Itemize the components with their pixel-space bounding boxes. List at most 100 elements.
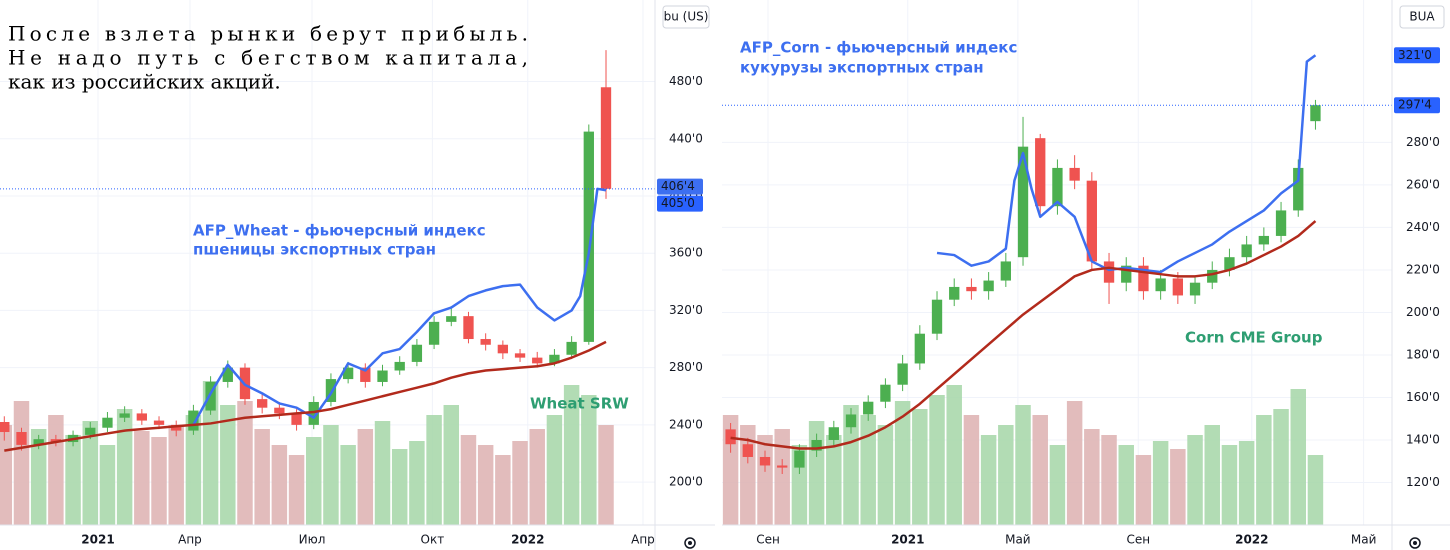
candle-body: [171, 424, 182, 431]
volume-bar: [980, 435, 997, 525]
y-tick-label: 160'0: [1406, 390, 1440, 404]
candle-body: [291, 413, 302, 425]
candle-body: [777, 465, 788, 468]
volume-bar: [512, 441, 528, 525]
volume-bar: [443, 405, 460, 525]
volume-bar: [546, 415, 563, 525]
y-tick-label: 360'0: [669, 246, 703, 260]
candle-body: [274, 407, 285, 414]
note-text: После взлета рынки берут прибыль.: [8, 22, 528, 46]
price-label-box: [657, 178, 703, 195]
candle-body: [742, 444, 753, 457]
candle-body: [1086, 180, 1097, 262]
volume-bar: [82, 421, 98, 525]
candle-body: [188, 410, 199, 431]
y-tick-label: 120'0: [1406, 475, 1440, 489]
volume-bar: [1118, 445, 1134, 525]
volume-bar: [843, 405, 859, 525]
candle-body: [377, 370, 388, 382]
gear-icon[interactable]: [1409, 537, 1421, 549]
volume-bar: [774, 429, 790, 525]
plot: [722, 54, 1324, 525]
y-tick-label: 240'0: [669, 417, 703, 431]
volume-bar: [946, 385, 962, 525]
volume-bar: [1101, 435, 1117, 525]
candle-body: [1155, 278, 1166, 292]
volume-bar: [151, 437, 167, 525]
candle-body: [1258, 235, 1270, 245]
candle-body: [931, 299, 943, 334]
candle-body: [136, 413, 147, 421]
plot: [0, 50, 614, 525]
volume-bar: [220, 405, 236, 525]
x-tick-label: Май: [1351, 533, 1377, 547]
volume-bar: [1238, 441, 1255, 525]
candle-body: [1241, 244, 1252, 258]
volume-bar: [460, 435, 477, 525]
candle-body: [1138, 265, 1149, 292]
annotation: Corn CME Group: [1185, 329, 1323, 347]
candle-body: [85, 427, 96, 435]
volume-bar: [1152, 441, 1169, 525]
y-tick-label: 200'0: [669, 475, 703, 489]
unit-label: BUA: [1409, 10, 1435, 24]
candle-body: [1069, 167, 1080, 181]
candle-body: [759, 456, 771, 466]
volume-bar: [477, 445, 494, 525]
line-series: [730, 220, 1317, 450]
volume-bar: [1135, 455, 1152, 525]
candle-body: [1172, 278, 1184, 296]
volume-bar: [13, 401, 30, 525]
candle-body: [257, 399, 268, 408]
unit-label: bu (US): [664, 10, 709, 24]
volume-bar: [391, 449, 408, 525]
candle-body: [205, 381, 216, 411]
annotation: AFP_Corn - фьючерсный индекс: [740, 39, 1017, 57]
candle-body: [1293, 167, 1304, 211]
candle-body: [308, 401, 319, 425]
x-tick-label: Июл: [299, 533, 326, 547]
candle-body: [33, 439, 44, 445]
chart-panel: 120'0 140'0 160'0 180'0 200'0 220'0 240'0 260'0…: [722, 0, 1450, 550]
candle-body: [1035, 138, 1046, 207]
volume-bar: [1273, 409, 1289, 525]
candle-body: [102, 417, 113, 428]
volume-bar: [877, 425, 894, 525]
candle-body: [463, 316, 474, 340]
volume-bar: [185, 415, 202, 525]
candle-body: [566, 341, 577, 355]
volume-bar: [495, 455, 511, 525]
volume-bar: [1170, 449, 1186, 525]
candle-body: [897, 363, 908, 385]
candle-body: [394, 361, 405, 371]
candle-body: [863, 401, 874, 415]
line-series: [4, 340, 607, 452]
volume-bar: [826, 435, 842, 525]
candle-body: [949, 286, 960, 300]
candle-body: [497, 344, 509, 354]
annotation: пшеницы экспортных стран: [193, 241, 436, 259]
candle-body: [811, 439, 822, 451]
candle-body: [153, 420, 165, 425]
candle-body: [794, 450, 805, 468]
volume-bar: [529, 429, 545, 525]
candle-body: [480, 339, 491, 345]
y-tick-label: 480'0: [669, 74, 703, 88]
candle-body: [914, 333, 925, 364]
volume-bar: [357, 429, 374, 525]
volume-bar: [1307, 455, 1324, 525]
gear-icon[interactable]: [684, 537, 696, 549]
volume-bar: [116, 409, 133, 525]
volume-bar: [757, 435, 773, 525]
candle-body: [411, 344, 423, 362]
unit-box: [662, 5, 710, 29]
volume-bar: [563, 385, 580, 525]
candle-body: [1275, 210, 1287, 236]
x-tick-label: Апр: [178, 533, 202, 547]
candle-body: [1000, 261, 1011, 281]
volume-bar: [1290, 389, 1306, 525]
candle-body: [16, 432, 27, 445]
x-tick-label: Сен: [756, 533, 780, 547]
candle-body: [1224, 257, 1235, 270]
candle-body: [600, 87, 612, 189]
